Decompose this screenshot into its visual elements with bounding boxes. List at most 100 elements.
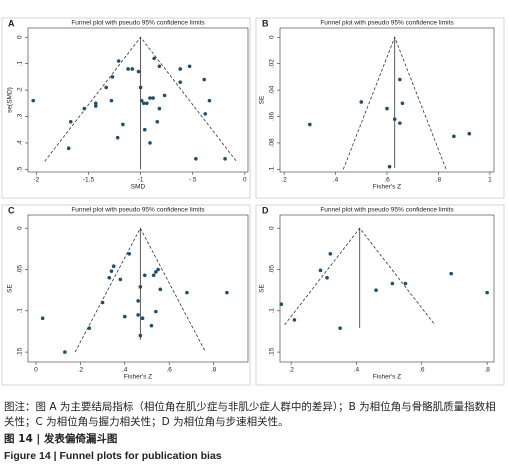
- study-point: [157, 106, 162, 111]
- study-point: [385, 106, 389, 111]
- y-tick-label: 0: [17, 35, 24, 39]
- study-point: [403, 281, 408, 286]
- study-point: [178, 67, 183, 71]
- study-point: [390, 281, 395, 286]
- x-tick-label: -1.5: [83, 177, 95, 184]
- study-point: [467, 131, 472, 136]
- study-point: [374, 288, 378, 292]
- y-axis-label: SE: [259, 284, 266, 293]
- study-point: [156, 267, 160, 272]
- study-point: [178, 80, 183, 84]
- study-point: [292, 318, 297, 322]
- study-point: [138, 285, 143, 289]
- study-point: [398, 121, 402, 125]
- study-point: [140, 316, 145, 321]
- x-tick-label: 0: [34, 367, 38, 374]
- study-point: [104, 85, 108, 90]
- panel-frame: [1, 204, 251, 386]
- y-axis-label: SE: [7, 284, 14, 293]
- study-point: [145, 101, 149, 106]
- x-tick-label: .4: [122, 367, 128, 374]
- study-point: [68, 119, 73, 124]
- x-tick-label: .8: [436, 177, 442, 184]
- chart-title: Funnel plot with pseudo 95% confidence l…: [71, 207, 205, 214]
- x-tick-label: .2: [281, 177, 287, 184]
- study-point: [207, 98, 212, 103]
- y-tick-label: .05: [17, 265, 24, 274]
- x-tick-label: 0: [243, 177, 247, 184]
- panel-label: A: [8, 18, 15, 28]
- x-tick-label: .6: [166, 367, 172, 374]
- study-point: [63, 350, 67, 354]
- study-point: [138, 333, 143, 338]
- study-point: [158, 287, 163, 292]
- panel-frame: [1, 17, 251, 199]
- study-point: [118, 277, 123, 282]
- plot-area: [279, 27, 495, 173]
- study-point: [452, 134, 456, 139]
- study-point: [203, 112, 208, 116]
- y-tick-label: .2: [17, 87, 24, 93]
- figure: A Funnel plot with pseudo 95% confidence …: [1, 17, 505, 386]
- x-tick-label: .8: [211, 367, 217, 374]
- study-point: [31, 98, 36, 103]
- study-point: [328, 252, 333, 256]
- study-point: [154, 270, 158, 274]
- chart-title: Funnel plot with pseudo 95% confidence l…: [71, 20, 205, 27]
- study-point: [152, 56, 156, 61]
- y-tick-label: .1: [17, 308, 24, 314]
- study-point: [325, 275, 329, 280]
- y-tick-label: .15: [17, 347, 24, 356]
- study-point: [148, 141, 152, 145]
- x-tick-label: .4: [354, 367, 360, 374]
- study-point: [136, 69, 141, 74]
- study-point: [223, 156, 227, 161]
- y-tick-label: .05: [269, 265, 276, 274]
- y-tick-label: 0: [269, 35, 276, 39]
- study-point: [126, 67, 130, 71]
- panel-label: B: [262, 18, 269, 28]
- study-point: [66, 146, 71, 151]
- caption-title-cn: 图 14 | 发表偏倚漏斗图: [4, 433, 118, 445]
- plot-area: [279, 214, 495, 363]
- y-tick-label: .1: [17, 61, 24, 67]
- x-tick-label: .8: [484, 367, 490, 374]
- study-point: [225, 290, 229, 295]
- study-point: [338, 326, 342, 330]
- study-point: [115, 135, 120, 140]
- x-tick-label: .2: [78, 367, 84, 374]
- study-point: [142, 127, 147, 132]
- study-point: [100, 300, 105, 305]
- x-tick-label: .6: [419, 367, 425, 374]
- study-point: [148, 96, 152, 100]
- study-point: [449, 271, 454, 276]
- y-tick-label: .4: [17, 140, 24, 146]
- y-tick-label: .04: [269, 85, 276, 94]
- chart-title: Funnel plot with pseudo 95% confidence l…: [320, 20, 454, 27]
- study-point: [40, 316, 45, 321]
- x-tick-label: -1: [138, 177, 144, 184]
- x-tick-label: .2: [288, 367, 294, 374]
- x-tick-label: 1: [488, 177, 492, 184]
- study-point: [157, 64, 162, 69]
- panel-label: D: [262, 205, 269, 215]
- x-axis-label: Fisher's Z: [373, 184, 401, 191]
- caption-title-en: Figure 14 | Funnel plots for publication…: [4, 450, 222, 462]
- y-tick-label: .15: [269, 347, 276, 356]
- study-point: [400, 101, 405, 106]
- panel-frame: [255, 204, 505, 386]
- study-point: [87, 326, 92, 330]
- study-point: [308, 122, 312, 127]
- y-tick-label: .3: [17, 113, 24, 119]
- study-point: [93, 104, 98, 108]
- study-point: [149, 323, 154, 328]
- study-point: [279, 302, 284, 306]
- chart-title: Funnel plot with pseudo 95% confidence l…: [320, 207, 454, 214]
- study-point: [142, 273, 147, 278]
- study-point: [82, 106, 87, 111]
- y-tick-label: .1: [269, 166, 276, 172]
- y-tick-label: .06: [269, 112, 276, 121]
- study-point: [141, 101, 146, 106]
- study-point: [151, 273, 156, 278]
